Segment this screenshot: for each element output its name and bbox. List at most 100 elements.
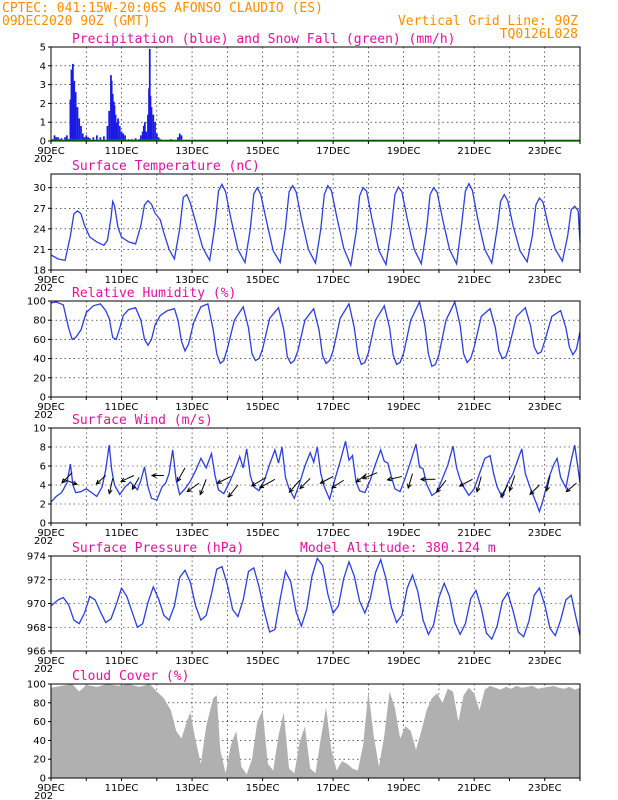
wind-arrow-head (199, 490, 204, 496)
precip-bar (152, 114, 155, 141)
wind-arrow-head (299, 484, 305, 490)
y-tick-label: 21 (33, 245, 46, 256)
precip-bar (80, 125, 82, 141)
precip-bar (147, 114, 149, 141)
y-tick-label: 966 (27, 647, 46, 658)
cloud-cover-area (51, 684, 580, 778)
x-edge-label: 202 (34, 664, 53, 675)
wind-arrow-shaft (217, 476, 232, 484)
x-tick-label: 13DEC (175, 656, 209, 667)
x-tick-label: 15DEC (246, 275, 280, 286)
precip-bar (103, 136, 105, 141)
wind-arrow-shaft (120, 475, 135, 482)
precip-bar (178, 133, 181, 141)
panel-frame (50, 683, 581, 779)
precip-bar (55, 137, 58, 141)
panel-frame (50, 46, 581, 142)
wind-arrow-shaft (459, 478, 473, 487)
x-tick-label: 13DEC (175, 275, 209, 286)
x-tick-label: 11DEC (105, 783, 139, 794)
wind-arrow-head (107, 489, 113, 495)
cloud-title: Cloud Cover (%) (72, 669, 189, 684)
precip-bar (85, 135, 88, 141)
y-tick-label: 80 (33, 698, 46, 709)
x-tick-label: 17DEC (316, 783, 350, 794)
precip-bar (134, 138, 137, 141)
precip-bar (57, 137, 59, 141)
precip-title: Precipitation (blue) and Snow Fall (gree… (72, 32, 456, 47)
y-tick-label: 0 (40, 774, 46, 785)
x-tick-label: 23DEC (528, 275, 562, 286)
y-tick-label: 100 (27, 680, 46, 691)
y-tick-label: 20 (33, 755, 46, 766)
y-tick-label: 60 (33, 717, 46, 728)
precip-bar (69, 99, 72, 141)
model-resolution: TQ0126L028 (500, 27, 578, 42)
wind-arrow (176, 467, 186, 483)
x-tick-label: 15DEC (246, 146, 280, 157)
wind-arrow-head (72, 480, 79, 486)
wind-arrow-shaft (565, 482, 577, 492)
y-tick-label: 3 (40, 80, 46, 91)
x-tick-label: 9DEC (37, 146, 64, 157)
panel-frame (50, 300, 581, 398)
y-tick-label: 1 (40, 118, 46, 129)
x-tick-label: 17DEC (316, 275, 350, 286)
wind-line (50, 441, 581, 514)
y-tick-label: 972 (27, 575, 46, 586)
y-tick-label: 27 (33, 204, 46, 215)
precip-bar (114, 114, 117, 141)
x-tick-label: 17DEC (316, 146, 350, 157)
wind-arrow-head (508, 486, 514, 492)
wind-arrow (288, 479, 301, 494)
wind-arrow-shaft (476, 476, 482, 492)
x-tick-label: 11DEC (105, 528, 139, 539)
y-tick-label: 30 (33, 183, 46, 194)
precip-bar (87, 137, 89, 141)
panel-frame (50, 427, 581, 524)
y-tick-label: 0 (40, 393, 46, 404)
wind-arrow-shaft (251, 476, 267, 487)
x-tick-label: 15DEC (246, 656, 280, 667)
wind-arrow-shaft (95, 475, 106, 485)
wind-arrow (120, 475, 135, 483)
x-tick-label: 19DEC (387, 275, 421, 286)
x-tick-label: 15DEC (246, 783, 280, 794)
panel-frame (50, 173, 581, 271)
precip-bar (81, 133, 84, 141)
precip-bar (74, 92, 77, 141)
precip-bar (142, 125, 145, 141)
precip-bar (154, 122, 156, 141)
rh-title: Relative Humidity (%) (72, 286, 236, 301)
x-tick-label: 19DEC (387, 146, 421, 157)
x-tick-label: 23DEC (528, 656, 562, 667)
y-tick-label: 60 (33, 335, 46, 346)
wind-arrow-head (355, 477, 361, 483)
x-tick-label: 21DEC (457, 656, 491, 667)
wind-arrow-head (435, 487, 441, 494)
x-tick-label: 23DEC (528, 783, 562, 794)
x-tick-label: 9DEC (37, 275, 64, 286)
wind-arrow-head (150, 473, 157, 478)
y-tick-label: 0 (40, 519, 46, 530)
precip-bar (73, 80, 76, 141)
panel-pres: 966 968 970 972 974 9DEC 11DEC 13DEC 15DEC 17DEC 1… (27, 541, 581, 675)
wind-arrow-head (458, 482, 465, 487)
precip-bar (60, 138, 63, 141)
panel-precip: 0 1 2 3 4 5 9DEC 11DEC 13DEC 15DEC 17DEC 19DEC 21DEC… (34, 32, 581, 165)
y-tick-label: 20 (33, 373, 46, 384)
wind-arrow-shaft (509, 475, 516, 491)
x-tick-label: 23DEC (528, 402, 562, 413)
temp-title: Surface Temperature (nC) (72, 159, 260, 174)
precip-bar (180, 135, 183, 141)
wind-arrow (419, 476, 436, 482)
wind-arrow-shaft (299, 477, 311, 489)
y-tick-label: 0 (40, 137, 46, 148)
wind-arrow-head (319, 479, 325, 484)
wind-arrow-shaft (407, 473, 413, 489)
precip-bar (95, 135, 98, 141)
temp-line (50, 182, 581, 268)
precip-bar (148, 48, 151, 141)
x-tick-label: 13DEC (175, 146, 209, 157)
